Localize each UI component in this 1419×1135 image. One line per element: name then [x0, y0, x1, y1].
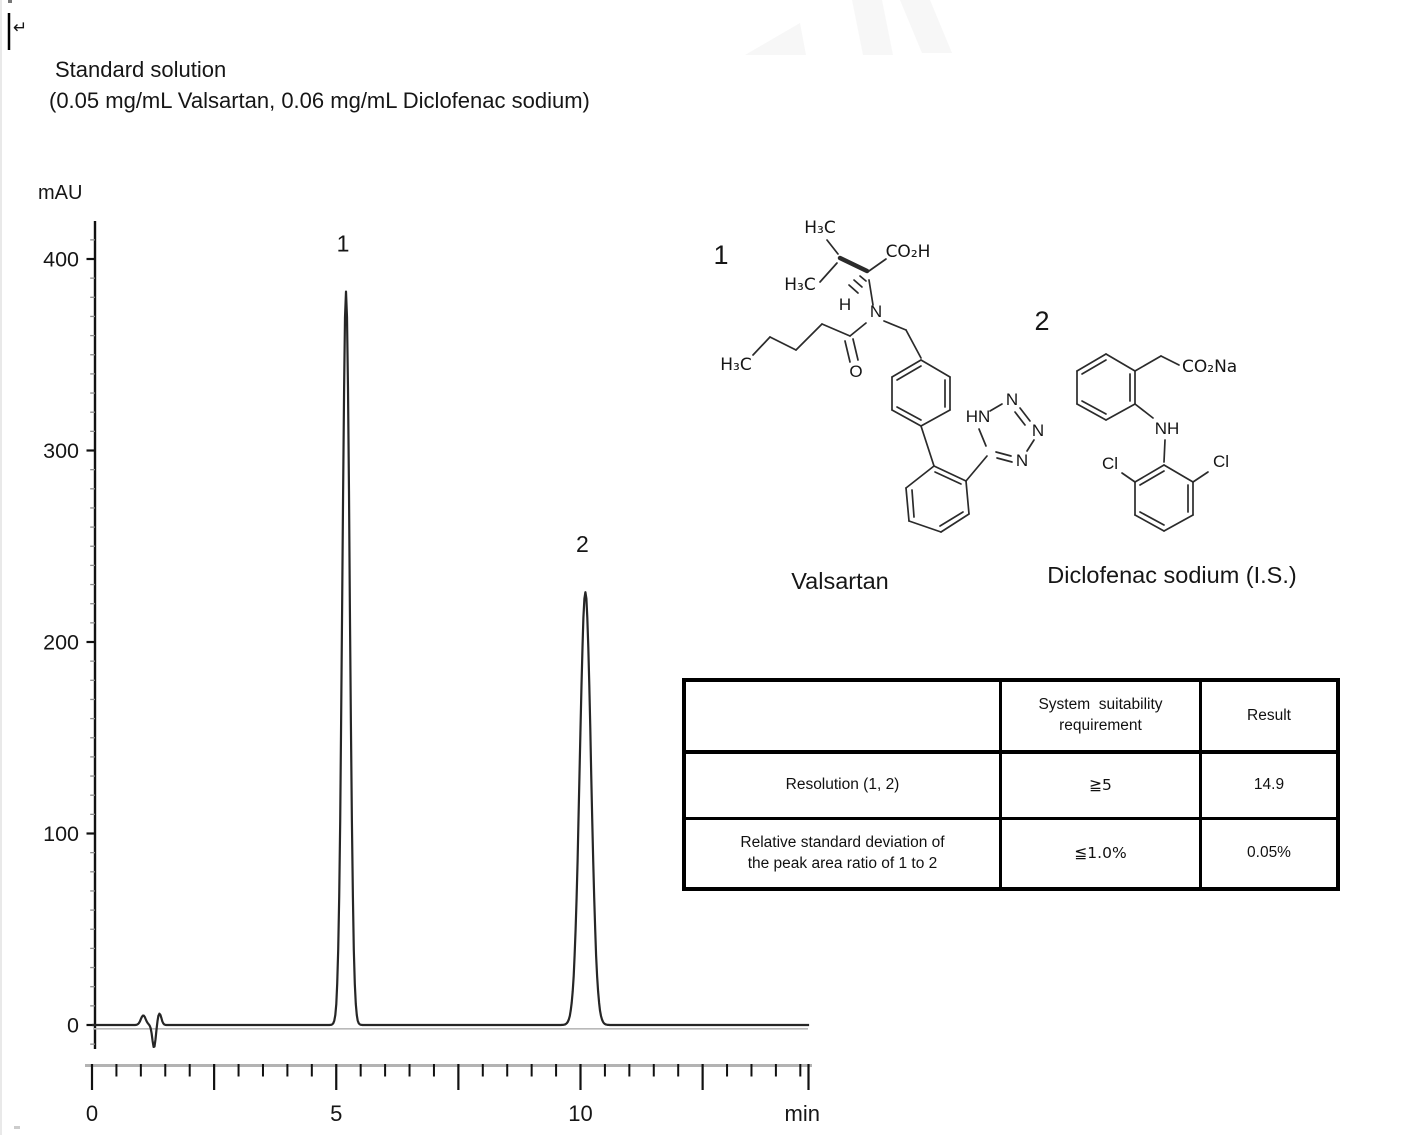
- x-tick-label: 0: [86, 1101, 98, 1126]
- atom-label-co2na: CO₂Na: [1182, 357, 1237, 377]
- peak-label: 2: [576, 531, 589, 557]
- header-requirement-line1: System suitability: [1038, 696, 1163, 714]
- atom-label-h: H: [839, 295, 851, 314]
- table-row: Resolution (1, 2) ≧5 14.9: [682, 750, 1340, 820]
- compound-number-1: 1: [713, 240, 728, 270]
- header-cell-requirement: System suitability requirement: [999, 678, 1202, 754]
- compound-name-valsartan: Valsartan: [791, 568, 889, 594]
- atom-label-n-bottom: N: [1016, 451, 1028, 470]
- atom-label-h3c-chain: H₃C: [720, 355, 751, 375]
- row1-requirement: ≧5: [999, 750, 1202, 820]
- diclofenac-structure: CO₂Na NH Cl Cl 2 Diclofenac sodium (I.S.…: [1034, 306, 1296, 588]
- atom-label-n-top: N: [1006, 390, 1018, 409]
- y-tick-label: 300: [43, 439, 79, 463]
- chromatogram-trace: [91, 290, 810, 1048]
- row1-label: Resolution (1, 2): [682, 750, 1002, 820]
- row2-label-line1: Relative standard deviation of: [740, 833, 945, 851]
- row2-result: 0.05%: [1199, 817, 1340, 891]
- row2-label-line2: the peak area ratio of 1 to 2: [747, 854, 938, 872]
- bold-wedge-bond: [837, 255, 870, 274]
- atom-label-h3c-mid: H₃C: [784, 275, 815, 295]
- y-tick-label: 100: [43, 822, 79, 846]
- y-axis-unit-label: mAU: [38, 182, 83, 204]
- chromatogram-plot: 0 100 200 300 400 0 5 10 min 1 2: [43, 221, 820, 1126]
- atom-label-n: N: [870, 302, 882, 321]
- page-title: Standard solution: [55, 57, 227, 82]
- atom-label-n-right: N: [1032, 421, 1044, 440]
- atom-label-co2h: CO₂H: [886, 242, 931, 262]
- y-tick-label: 200: [43, 631, 79, 655]
- header-cell-result: Result: [1199, 678, 1340, 754]
- compound-name-diclofenac: Diclofenac sodium (I.S.): [1047, 562, 1296, 588]
- atom-label-cl-left: Cl: [1102, 454, 1118, 473]
- table-header-row: System suitability requirement Result: [682, 678, 1340, 754]
- atom-label-o: O: [849, 362, 862, 381]
- atom-label-hn: HN: [966, 407, 991, 426]
- watermark: [0, 0, 20, 1135]
- return-mark: ↵: [13, 18, 27, 38]
- atom-label-nh: NH: [1155, 419, 1180, 438]
- row1-result: 14.9: [1199, 750, 1340, 820]
- header-cell-blank: [682, 678, 1002, 754]
- row2-requirement: ≦1.0%: [999, 817, 1202, 891]
- text-cursor-icon: ↵: [7, 13, 27, 50]
- atom-label-cl-right: Cl: [1213, 452, 1229, 471]
- x-tick-label: 5: [330, 1101, 342, 1126]
- atom-label-h3c-top: H₃C: [804, 218, 835, 238]
- row2-label: Relative standard deviation of the peak …: [682, 817, 1002, 891]
- y-tick-label: 0: [67, 1014, 79, 1038]
- page-subtitle: (0.05 mg/mL Valsartan, 0.06 mg/mL Diclof…: [49, 88, 590, 113]
- y-tick-label: 400: [43, 248, 79, 272]
- system-suitability-table: System suitability requirement Result Re…: [682, 678, 1340, 891]
- header-requirement-line2: requirement: [1059, 717, 1142, 734]
- x-tick-label: 10: [568, 1101, 592, 1126]
- compound-number-2: 2: [1034, 306, 1049, 336]
- valsartan-structure: H₃C H₃C CO₂H H N O H₃C HN N N N 1 Valsar…: [713, 218, 1044, 594]
- table-row: Relative standard deviation of the peak …: [682, 817, 1340, 891]
- peak-label: 1: [337, 231, 350, 257]
- x-axis-unit-label: min: [785, 1101, 820, 1126]
